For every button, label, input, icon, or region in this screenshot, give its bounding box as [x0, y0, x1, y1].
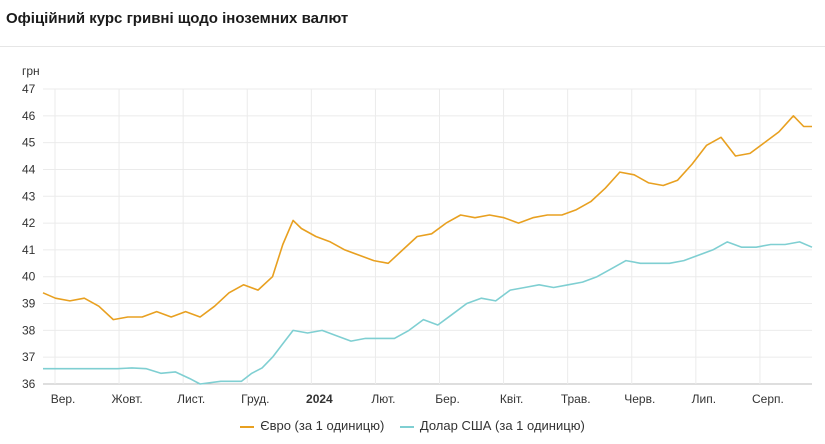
- y-tick-label: 37: [22, 350, 36, 364]
- legend-swatch-usd: [399, 425, 414, 428]
- y-axis-unit-label: грн: [22, 64, 40, 78]
- y-tick-label: 42: [22, 216, 36, 230]
- legend-item-usd[interactable]: Долар США (за 1 одиницю): [399, 418, 585, 433]
- y-tick-label: 39: [22, 297, 36, 311]
- title-divider: [0, 46, 825, 47]
- x-tick-label: Серп.: [752, 392, 784, 406]
- x-tick-label: Лист.: [177, 392, 205, 406]
- x-tick-label: Лют.: [371, 392, 395, 406]
- x-tick-label: Груд.: [241, 392, 269, 406]
- x-tick-label: Лип.: [692, 392, 716, 406]
- x-tick-label: Трав.: [561, 392, 591, 406]
- legend-swatch-eur: [240, 425, 255, 428]
- x-tick-label: Черв.: [624, 392, 655, 406]
- y-tick-label: 44: [22, 162, 36, 176]
- y-tick-label: 43: [22, 189, 36, 203]
- x-tick-label: Бер.: [435, 392, 460, 406]
- series-line-eur: [42, 115, 812, 321]
- line-chart: грн 36 37 38 39 40 41 42 43 44 45 46 47 Вер. Жовт. Лист…: [22, 64, 813, 406]
- y-tick-label: 40: [22, 270, 36, 284]
- x-tick-label: 2024: [306, 392, 333, 406]
- y-tick-label: 38: [22, 323, 36, 337]
- y-tick-label: 46: [22, 109, 36, 123]
- chart-legend: Євро (за 1 одиницю) Долар США (за 1 один…: [0, 418, 825, 433]
- y-tick-label: 41: [22, 243, 36, 257]
- series-line-usd: [43, 241, 813, 385]
- legend-label-usd: Долар США (за 1 одиницю): [419, 418, 585, 433]
- legend-item-eur[interactable]: Євро (за 1 одиницю): [240, 418, 384, 433]
- y-tick-label: 45: [22, 136, 36, 150]
- x-tick-label: Вер.: [51, 392, 76, 406]
- legend-label-eur: Євро (за 1 одиницю): [260, 418, 385, 433]
- y-tick-label: 36: [22, 377, 36, 391]
- x-tick-label: Квіт.: [500, 392, 524, 406]
- y-tick-label: 47: [22, 82, 36, 96]
- page-title: Офіційний курс гривні щодо іноземних вал…: [6, 10, 349, 27]
- x-tick-label: Жовт.: [112, 392, 143, 406]
